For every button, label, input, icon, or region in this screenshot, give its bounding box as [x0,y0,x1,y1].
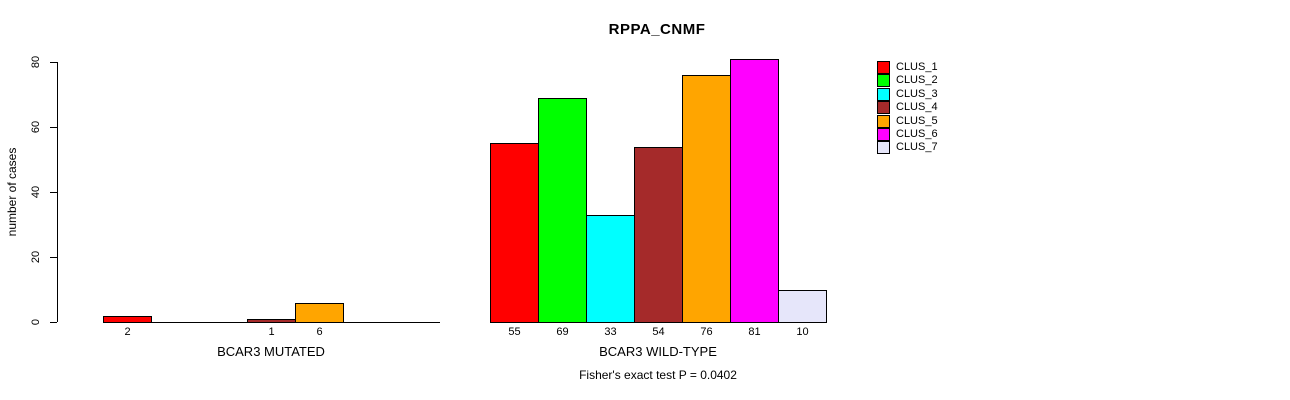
legend-label-CLUS_6: CLUS_6 [896,128,938,140]
bar-CLUS_1 [103,315,152,323]
legend-label-CLUS_2: CLUS_2 [896,74,938,87]
legend-swatch-CLUS_5 [877,114,890,128]
bar-value-label: 69 [556,326,569,338]
bar-value-label: 33 [604,326,617,338]
y-axis-title: number of cases [5,147,19,237]
fisher-test-annotation: Fisher's exact test P = 0.0402 [579,368,737,382]
legend-swatch-CLUS_1 [877,61,890,74]
y-tick-label: 0 [30,318,42,326]
legend-label-CLUS_4: CLUS_4 [896,101,938,114]
y-tick-label: 20 [30,250,42,264]
y-axis-line [57,62,58,322]
legend-label-CLUS_1: CLUS_1 [896,61,938,73]
bar-CLUS_2 [538,97,587,323]
bar-value-label: 54 [652,326,665,338]
bar-value-label: 6 [316,326,323,338]
y-tick-mark [50,62,57,63]
y-tick-mark [50,192,57,193]
legend-swatch-CLUS_3 [877,87,890,101]
y-tick-mark [50,257,57,258]
legend-swatch-CLUS_4 [877,101,890,115]
bar-value-label: 76 [700,326,713,338]
group-label-wildtype: BCAR3 WILD-TYPE [599,344,717,359]
y-tick-label: 80 [30,55,42,69]
legend-swatch-CLUS_7 [877,141,890,155]
bar-CLUS_7 [778,289,827,323]
legend-swatch-CLUS_2 [877,74,890,88]
bar-CLUS_4 [634,146,683,323]
chart-title: RPPA_CNMF [608,21,706,38]
bar-CLUS_5 [682,75,731,323]
bar-value-label: 55 [508,326,521,338]
bar-CLUS_6 [730,58,779,323]
y-tick-label: 60 [30,120,42,134]
bar-CLUS_5 [295,302,344,323]
legend-label-CLUS_3: CLUS_3 [896,87,938,100]
bar-CLUS_3 [586,214,635,323]
y-tick-label: 40 [30,185,42,199]
group-label-mutated: BCAR3 MUTATED [217,344,325,359]
legend-swatch-CLUS_6 [877,128,890,141]
bar-CLUS_1 [490,143,539,323]
bar-value-label: 2 [124,326,131,338]
bar-CLUS_4 [247,318,296,323]
legend-label-CLUS_5: CLUS_5 [896,114,938,127]
bar-value-label: 81 [748,326,761,338]
bar-value-label: 10 [796,326,809,338]
bar-value-label: 1 [268,326,275,338]
y-tick-mark [50,322,57,323]
legend-label-CLUS_7: CLUS_7 [896,141,938,154]
y-tick-mark [50,127,57,128]
